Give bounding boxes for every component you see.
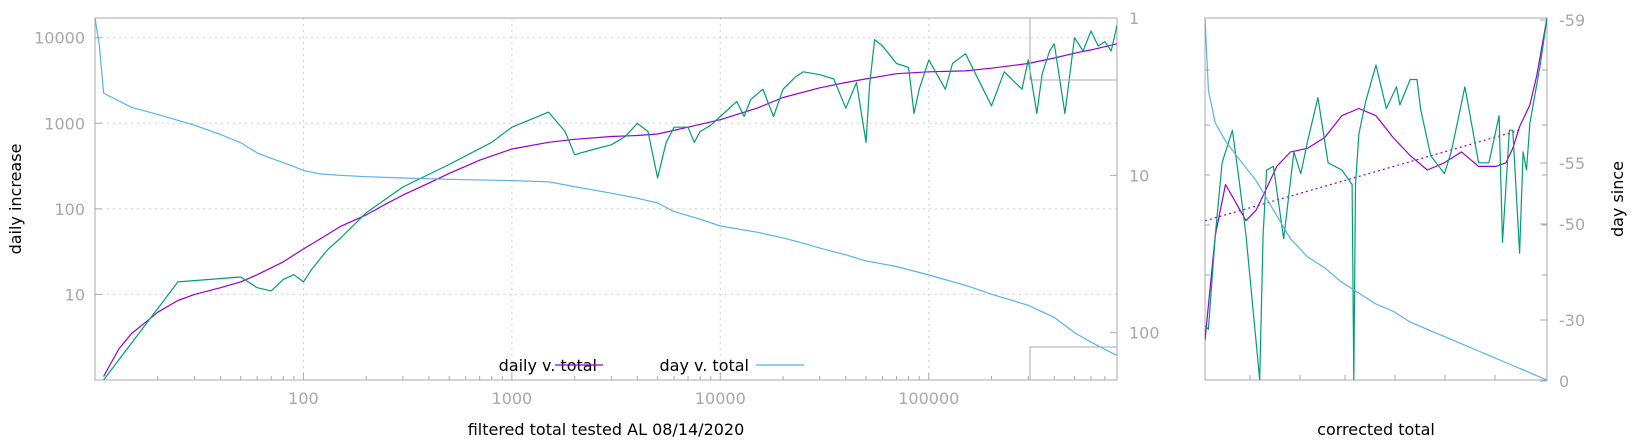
y-tick-label: 10000 bbox=[34, 29, 85, 48]
y2-tick-label: 100 bbox=[1129, 324, 1160, 343]
x-axis-label: filtered total tested AL 08/14/2020 bbox=[468, 420, 745, 439]
inset-box-bottom bbox=[1029, 346, 1117, 380]
inset-y2-tick-label: -55 bbox=[1559, 154, 1585, 173]
x-tick-label: 10000 bbox=[695, 389, 746, 408]
legend-label-day: day v. total bbox=[660, 356, 750, 375]
inset-chart: -59 -55 -50 -30 0 corrected total day since bbox=[1204, 11, 1627, 439]
inset-y2-tick-label: -30 bbox=[1559, 311, 1585, 330]
x-tick-label: 1000 bbox=[492, 389, 533, 408]
y-tick-label: 1000 bbox=[44, 114, 85, 133]
inset-plot-frame bbox=[1204, 17, 1548, 381]
inset-y2-tick-label: 0 bbox=[1559, 372, 1569, 391]
inset-series-day-since bbox=[1205, 18, 1547, 380]
grid-layer bbox=[95, 18, 1117, 380]
main-chart: 100 1000 10000 100000 10 100 1000 10000 1 10 100 f… bbox=[6, 9, 1160, 439]
legend-label-daily: daily v. total bbox=[499, 356, 597, 375]
inset-series-daily-raw bbox=[1205, 18, 1547, 380]
inset-box-top bbox=[1029, 18, 1117, 81]
inset-y2-axis-label: day since bbox=[1608, 161, 1627, 237]
inset-x-axis-label: corrected total bbox=[1317, 420, 1435, 439]
y-tick-label: 10 bbox=[65, 285, 85, 304]
y-axis-label: daily increase bbox=[6, 144, 25, 255]
tick-layer: 100 1000 10000 100000 10 100 1000 10000 1 10 100 bbox=[34, 9, 1159, 408]
series-daily-smooth bbox=[103, 43, 1117, 377]
series-day-since bbox=[95, 18, 1117, 357]
x-tick-label: 100000 bbox=[898, 389, 959, 408]
y2-tick-label: 10 bbox=[1129, 166, 1149, 185]
series-daily-raw bbox=[103, 25, 1117, 380]
inset-markers bbox=[1029, 18, 1117, 380]
inset-series-daily-smooth bbox=[1205, 18, 1547, 341]
series-layer bbox=[95, 18, 1117, 380]
legend: daily v. total day v. total bbox=[499, 356, 804, 375]
main-plot-frame bbox=[94, 17, 1118, 381]
y2-tick-label: 1 bbox=[1129, 9, 1139, 28]
inset-y2-tick-label: -50 bbox=[1559, 215, 1585, 234]
inset-y2-tick-label: -59 bbox=[1559, 11, 1585, 30]
inset-series-layer bbox=[1205, 18, 1547, 380]
inset-tick-layer: -59 -55 -50 -30 0 bbox=[1205, 11, 1585, 391]
y-tick-label: 100 bbox=[54, 200, 85, 219]
x-tick-label: 100 bbox=[288, 389, 319, 408]
